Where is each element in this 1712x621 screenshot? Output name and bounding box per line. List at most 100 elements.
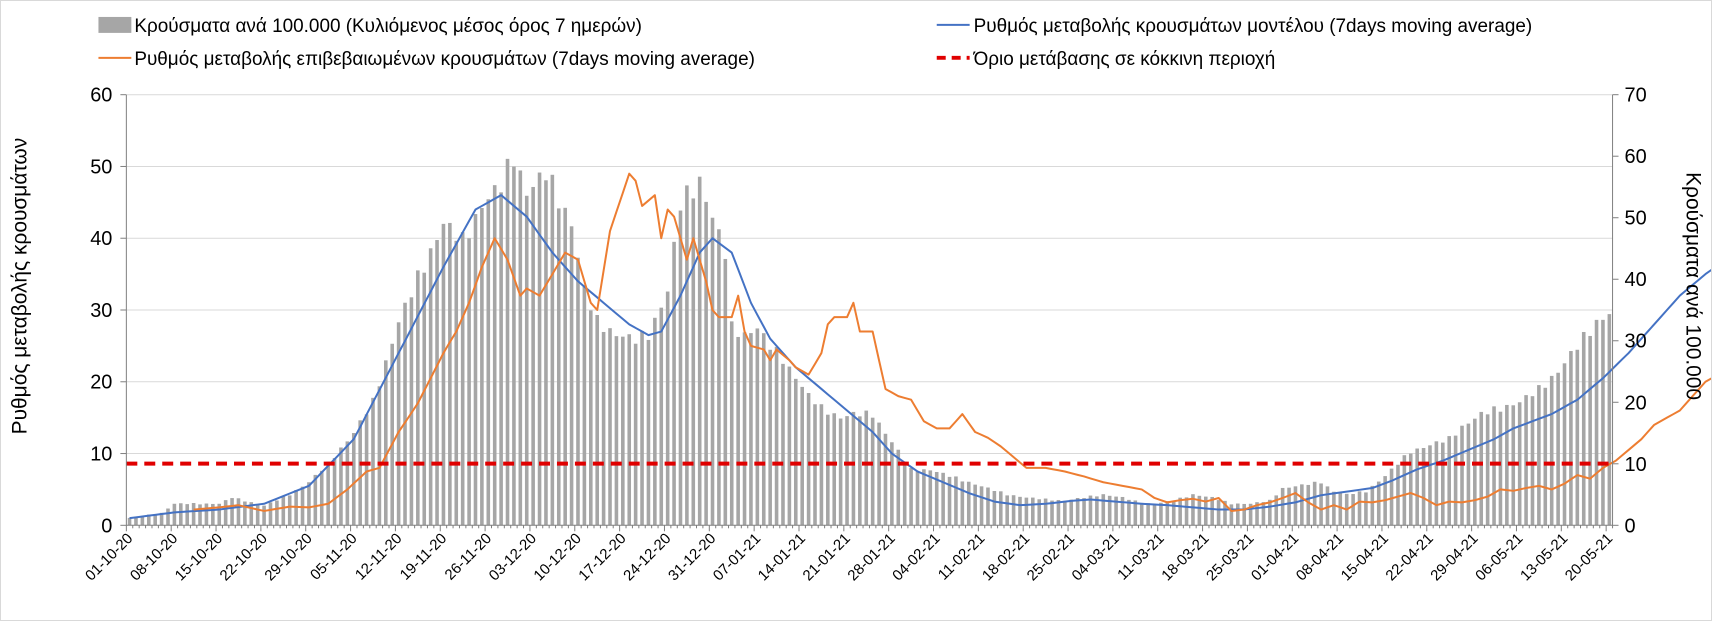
bar [640,330,644,526]
bar [909,467,913,526]
legend: Κρούσματα ανά 100.000 (Κυλιόμενος μέσος … [98,16,1532,70]
bar [1069,499,1074,526]
bar [1351,494,1355,526]
left-tick-label: 0 [101,515,112,537]
bar [153,514,157,526]
bar [774,346,779,526]
left-tick-label: 20 [90,372,112,394]
bar [396,322,401,526]
x-axis-ticks: 01-10-2008-10-2015-10-2022-10-2029-10-20… [82,530,1616,584]
x-tick-label: 05-11-20 [307,530,361,584]
bar [255,504,260,526]
bar [1364,492,1368,526]
bar [1063,500,1067,526]
x-tick-label: 01-04-21 [1248,530,1302,584]
bar [159,512,164,526]
bar [717,229,721,526]
bar [351,433,356,526]
x-tick-label: 26-11-20 [442,530,496,584]
bar [1031,497,1035,526]
bar [198,504,202,526]
bar [1479,411,1484,526]
bar [793,378,798,526]
bar [1011,495,1016,526]
bar [653,317,657,526]
bar [499,192,503,526]
bar [492,185,497,526]
bar [966,481,971,526]
bar [1466,423,1471,526]
axes [125,94,1614,532]
bar [1447,436,1451,526]
bar [332,458,337,526]
bar [1152,503,1157,526]
bar [1255,502,1259,526]
bar [864,410,869,526]
bar [1043,498,1048,526]
bar [313,474,318,526]
bar [928,470,933,526]
right-axis-ticks: 0 10 20 30 40 50 60 70 [1612,85,1647,537]
bar [922,469,926,526]
bar [1505,404,1509,526]
bar [710,217,715,526]
bar [633,343,638,526]
bar [172,503,177,526]
bar [1338,493,1343,526]
legend-label-bars: Κρούσματα ανά 100.000 (Κυλιόμενος μέσος … [134,16,642,37]
x-tick-label: 08-04-21 [1293,530,1347,584]
x-tick-label: 14-01-21 [755,530,809,584]
bar [1537,385,1541,526]
bar [646,339,651,526]
bar [973,484,977,526]
bar [1107,495,1112,526]
bar [531,186,535,526]
bar [1133,500,1138,526]
bar [448,222,452,526]
bar [1171,501,1176,526]
bar [1216,500,1221,526]
bar [1376,481,1381,526]
x-tick-label: 25-02-21 [1024,530,1078,584]
bar [1075,498,1080,526]
right-tick-label: 20 [1625,392,1647,414]
bar [1139,503,1144,526]
bar [556,208,561,526]
bar [416,270,420,526]
bar [1293,486,1298,526]
bar [678,210,683,526]
bar [1357,491,1362,526]
bar [1325,486,1330,526]
bar [1210,496,1214,526]
bar [505,158,510,526]
bar [1402,455,1407,526]
legend-label-model: Ρυθμός μεταβολής κρουσμάτων μοντέλου (7d… [974,16,1533,37]
bar [659,307,664,526]
bar [371,397,375,526]
bar [998,491,1003,526]
legend-item-threshold: Όριο μετάβασης σε κόκκινη περιοχή [936,49,1275,70]
x-tick-label: 20-05-21 [1562,530,1616,584]
bar [563,207,567,526]
bar [428,248,433,526]
x-tick-label: 28-01-21 [844,530,898,584]
bar [230,498,234,526]
bar [768,349,772,526]
x-tick-label: 21-01-21 [800,530,854,584]
bar [1562,363,1567,526]
bar [403,302,407,526]
x-tick-label: 11-02-21 [935,530,989,584]
bar [1421,448,1426,526]
bar [1415,448,1419,526]
bar [691,198,696,526]
bar [800,386,804,526]
bar [1517,402,1522,526]
bar [672,241,676,526]
bar [819,404,824,526]
bar [1396,464,1400,526]
bar [339,447,343,526]
left-tick-label: 60 [90,85,112,107]
bar [1530,396,1535,526]
bar [621,336,625,526]
bar [307,482,311,526]
